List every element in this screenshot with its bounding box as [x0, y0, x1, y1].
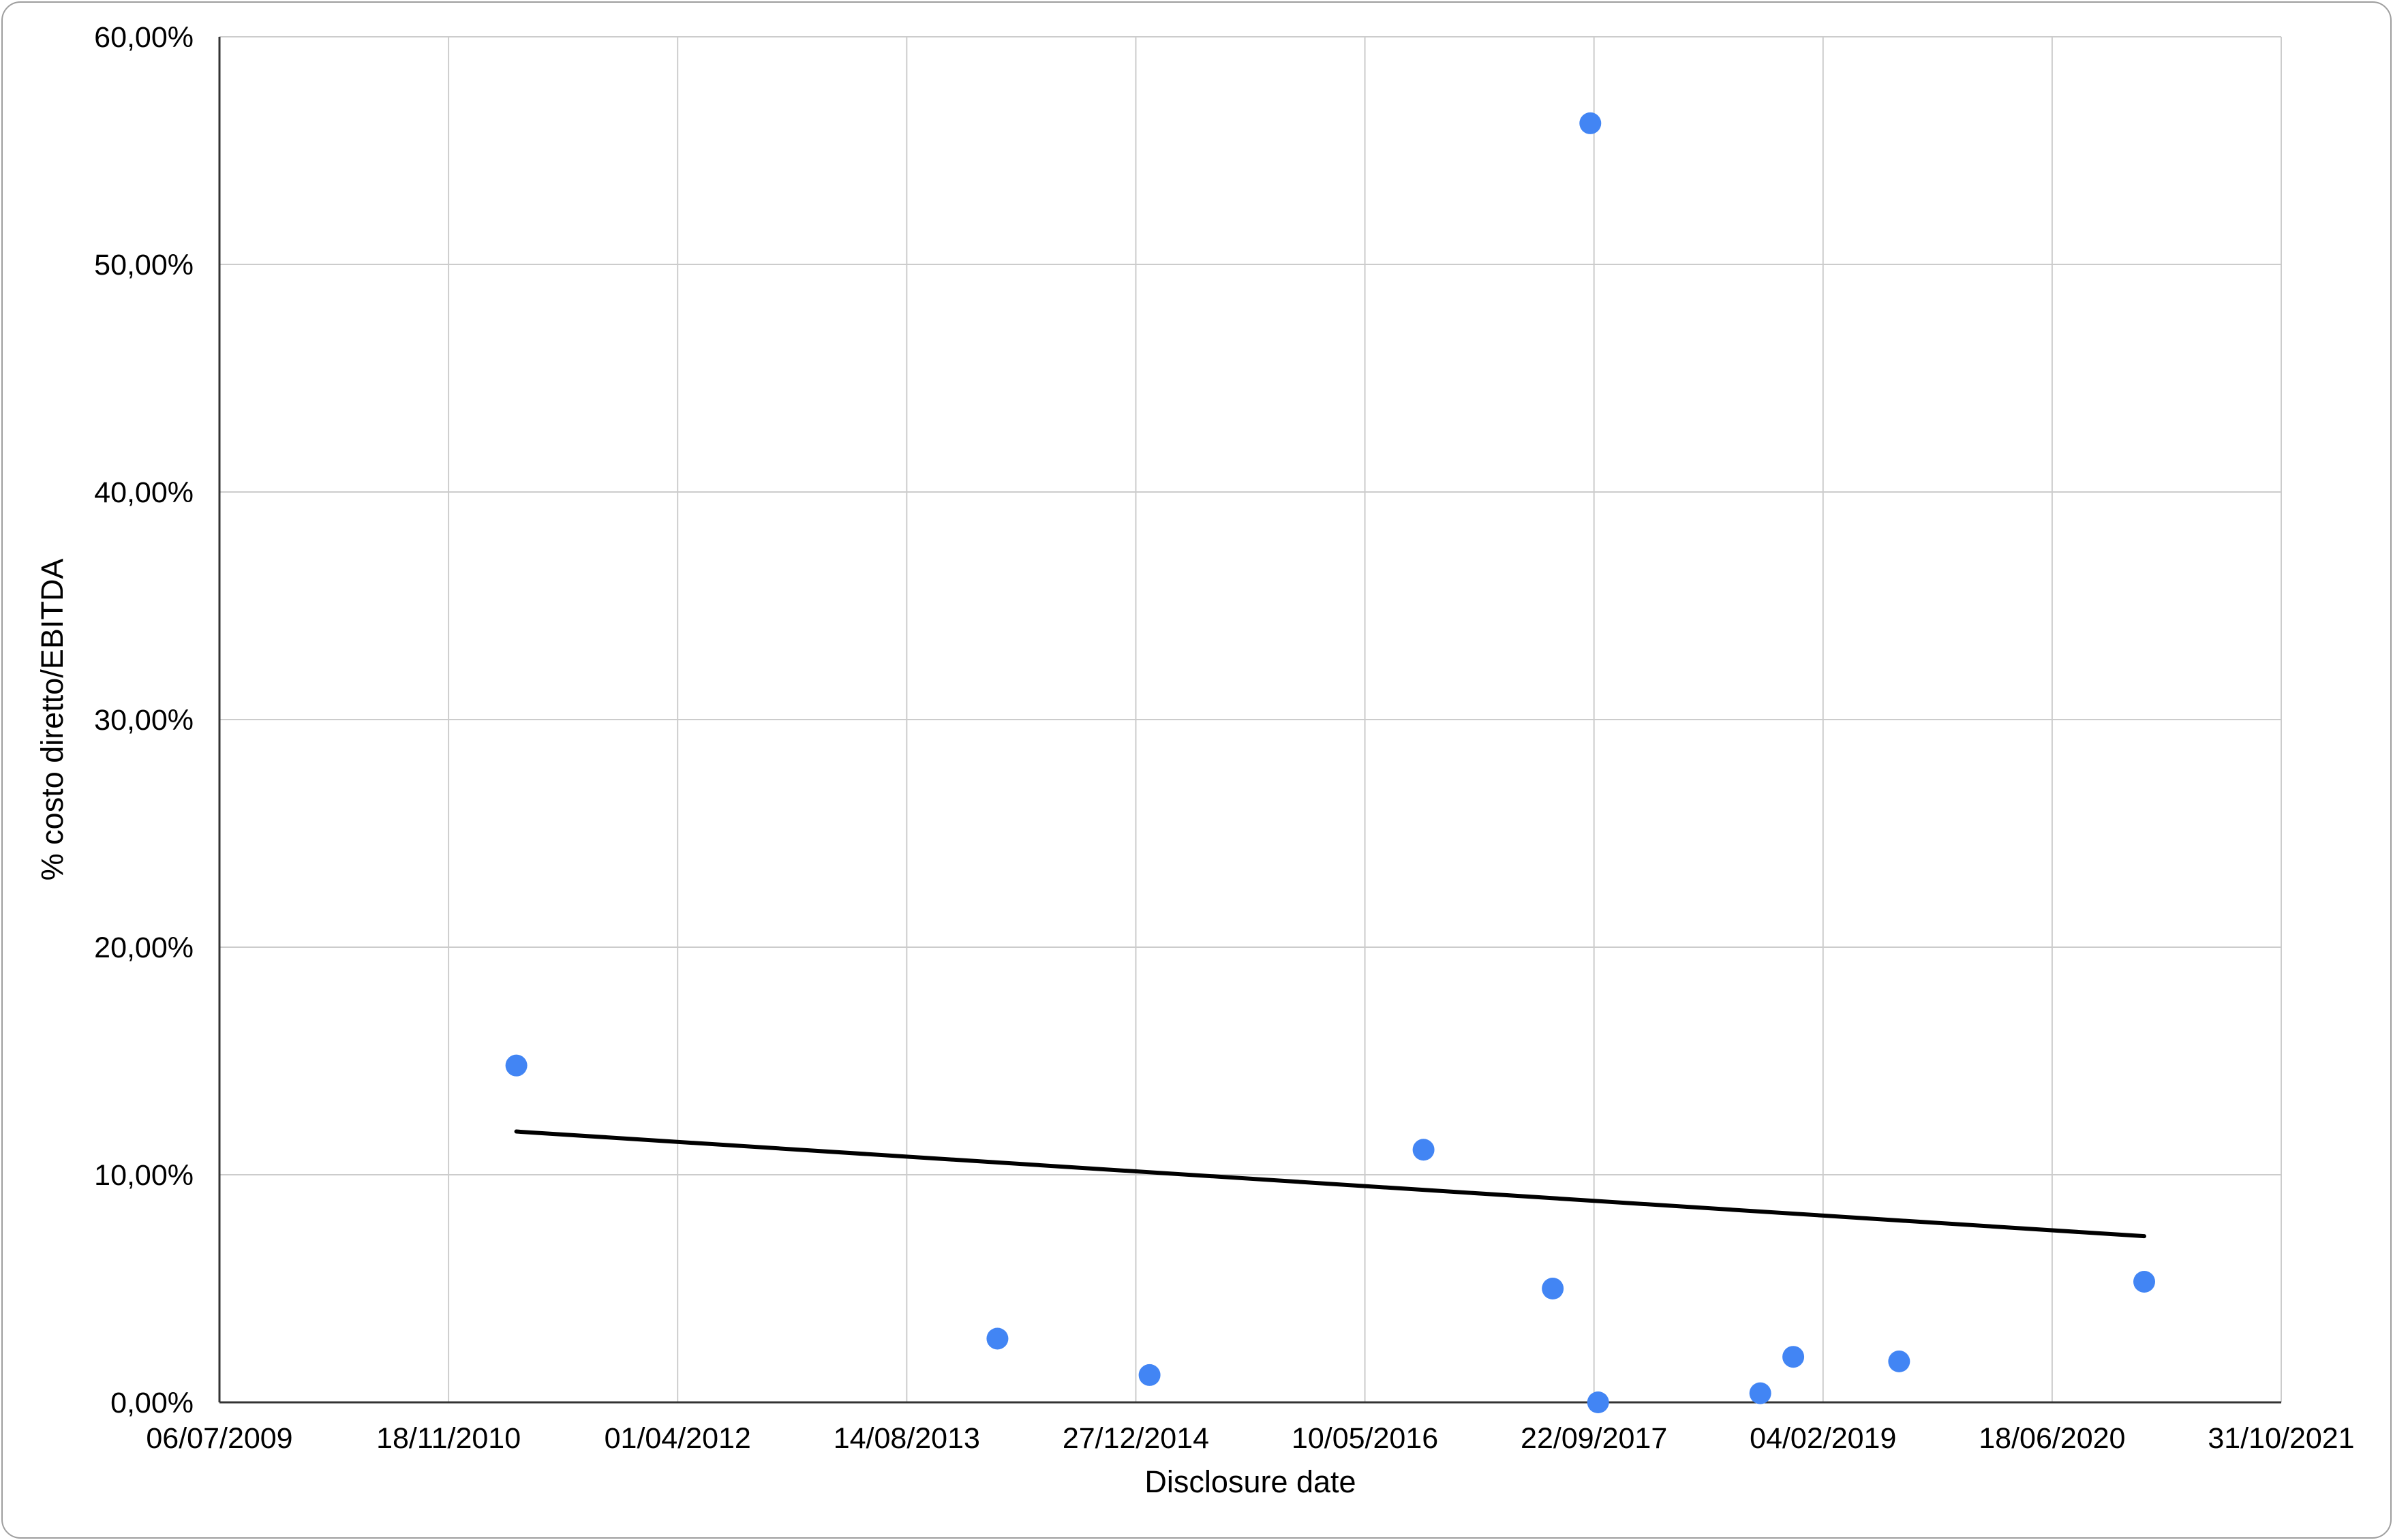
data-point-8: [1749, 1382, 1771, 1404]
data-point-5: [1542, 1278, 1564, 1299]
data-point-9: [1782, 1346, 1805, 1368]
y-tick-label: 50,00%: [94, 249, 194, 281]
x-tick-label: 06/07/2009: [146, 1422, 292, 1455]
data-point-11: [2133, 1270, 2156, 1293]
scatter-chart: 0,00% 10,00% 20,00% 30,00% 40,00% 50,00% 60,00…: [35, 21, 2355, 1499]
x-tick-label: 01/04/2012: [605, 1422, 751, 1455]
y-tick-label: 30,00%: [94, 704, 194, 737]
x-tick-label: 18/11/2010: [376, 1422, 521, 1455]
data-point-7: [1587, 1391, 1609, 1413]
y-tick-label: 20,00%: [94, 931, 194, 964]
data-point-1: [505, 1054, 528, 1077]
data-points: [505, 112, 2156, 1413]
data-point-10: [1888, 1350, 1910, 1372]
y-tick-label: 10,00%: [94, 1159, 194, 1192]
y-tick-label: 40,00%: [94, 476, 194, 509]
grid-lines: [219, 36, 2282, 1402]
y-axis-title: % costo diretto/EBITDA: [35, 559, 70, 881]
x-tick-label: 04/02/2019: [1750, 1422, 1896, 1455]
x-tick-label: 10/05/2016: [1292, 1422, 1438, 1455]
data-point-2: [986, 1327, 1009, 1350]
data-point-6: [1579, 112, 1602, 134]
y-tick-label: 60,00%: [94, 21, 194, 54]
axes: [218, 37, 2281, 1404]
data-point-4: [1412, 1139, 1435, 1161]
y-tick-label: 0,00%: [110, 1387, 194, 1419]
x-tick-label: 18/06/2020: [1979, 1422, 2125, 1455]
x-tick-label: 22/09/2017: [1521, 1422, 1667, 1455]
x-axis-title: Disclosure date: [1144, 1464, 1356, 1499]
x-tick-label: 14/08/2013: [834, 1422, 980, 1455]
trendline: [514, 1129, 2147, 1239]
x-tick-label: 31/10/2021: [2208, 1422, 2354, 1455]
x-tick-labels: 06/07/2009 18/11/2010 01/04/2012 14/08/2013…: [146, 1422, 2354, 1455]
x-tick-label: 27/12/2014: [1063, 1422, 1209, 1455]
trendline-layer: [514, 1129, 2147, 1239]
y-tick-labels: 0,00% 10,00% 20,00% 30,00% 40,00% 50,00% 60,00…: [94, 21, 194, 1419]
data-point-3: [1138, 1364, 1161, 1386]
